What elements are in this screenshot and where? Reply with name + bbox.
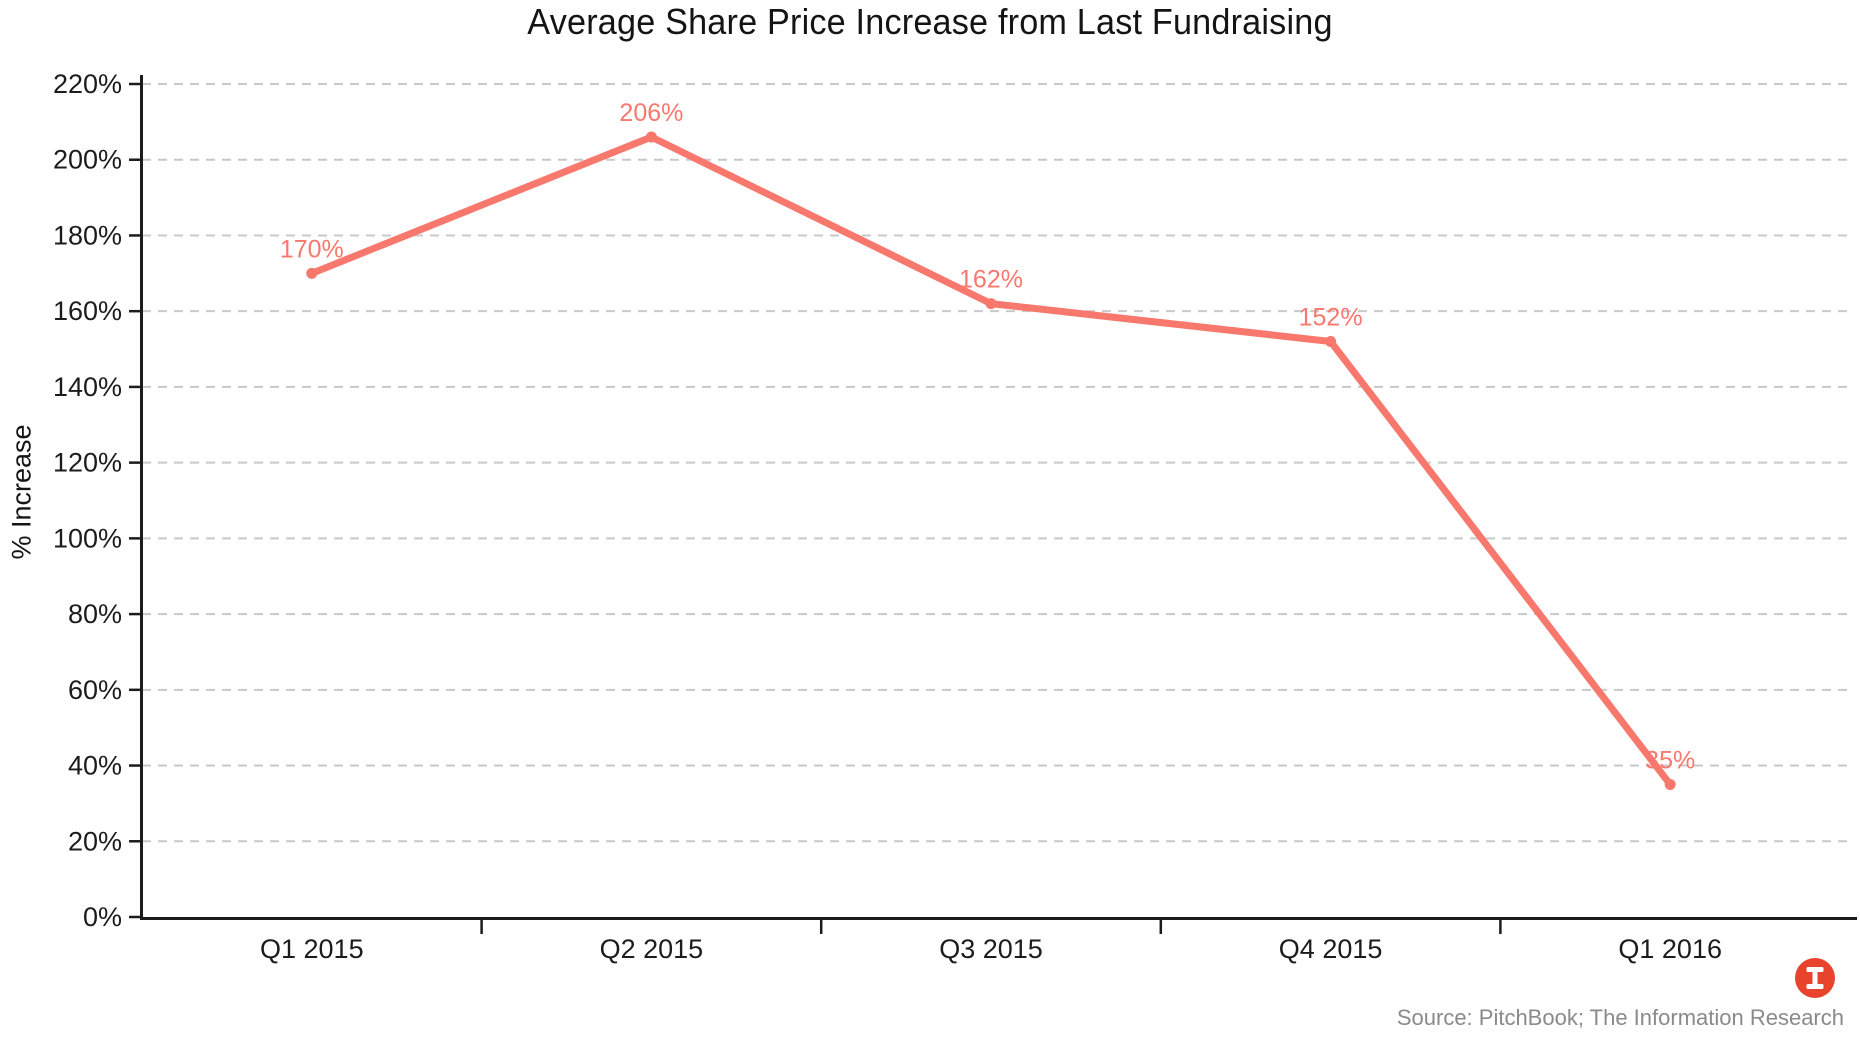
- y-tick-label: 200%: [53, 145, 122, 175]
- data-point: [985, 298, 997, 310]
- y-tick-label: 120%: [53, 448, 122, 478]
- data-point: [645, 131, 657, 143]
- y-tick-label: 100%: [53, 523, 122, 553]
- x-category-label: Q1 2015: [260, 934, 364, 964]
- y-tick-label: 60%: [68, 675, 122, 705]
- data-point-label: 152%: [1299, 303, 1363, 331]
- x-category-label: Q3 2015: [939, 934, 1043, 964]
- data-point: [306, 267, 318, 279]
- y-tick-label: 0%: [83, 902, 122, 932]
- y-tick-label: 80%: [68, 599, 122, 629]
- y-tick-label: 140%: [53, 372, 122, 402]
- data-point: [1664, 778, 1676, 790]
- y-tick-label: 220%: [53, 69, 122, 99]
- y-tick-label: 180%: [53, 220, 122, 250]
- data-point-label: 162%: [959, 266, 1023, 294]
- x-category-label: Q1 2016: [1618, 934, 1722, 964]
- data-line: [308, 133, 1674, 788]
- y-tick-label: 20%: [68, 826, 122, 856]
- the-information-logo: [1794, 957, 1836, 999]
- data-point: [1325, 335, 1337, 347]
- x-category-label: Q2 2015: [600, 934, 704, 964]
- x-category-label: Q4 2015: [1279, 934, 1383, 964]
- chart-title: Average Share Price Increase from Last F…: [527, 1, 1333, 42]
- data-point-label: 206%: [619, 99, 683, 127]
- source-note: Source: PitchBook; The Information Resea…: [1396, 1005, 1844, 1030]
- data-point-label: 170%: [280, 235, 344, 263]
- y-tick-label: 160%: [53, 296, 122, 326]
- the-information-i-logo-icon: [1795, 958, 1835, 998]
- y-tick-label: 40%: [68, 751, 122, 781]
